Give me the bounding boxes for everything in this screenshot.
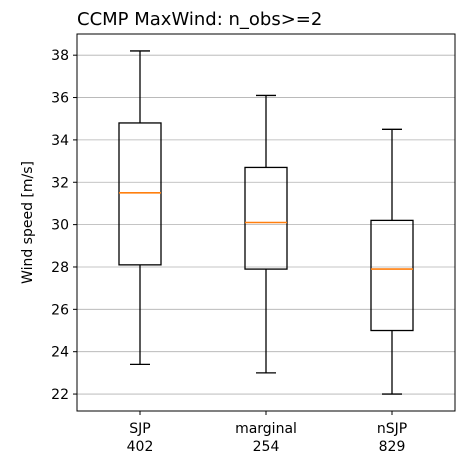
x-tick-count: 402 xyxy=(127,439,154,455)
x-tick-count: 254 xyxy=(253,439,280,455)
y-tick-label: 36 xyxy=(51,91,69,107)
y-tick-label: 38 xyxy=(51,48,69,64)
axis-ticks: 22 24 26 28 30 32 34 36 38 SJP 402 marginal 254 nSJP 8… xyxy=(51,48,407,455)
plot-frame xyxy=(76,33,456,412)
box-SJP xyxy=(118,50,162,366)
x-tick-label: marginal xyxy=(235,421,297,437)
iqr-box xyxy=(244,166,288,270)
y-tick-label: 26 xyxy=(51,302,69,318)
x-tick-label: SJP xyxy=(129,421,150,437)
box-nSJP xyxy=(370,128,414,395)
y-tick-label: 32 xyxy=(51,175,69,191)
y-axis-label: Wind speed [m/s] xyxy=(20,161,36,284)
y-tick-label: 34 xyxy=(51,133,69,149)
chart-title: CCMP MaxWind: n_obs>=2 xyxy=(77,9,322,30)
x-tick-count: 829 xyxy=(379,439,406,455)
y-tick-label: 24 xyxy=(51,345,69,361)
iqr-box xyxy=(370,219,414,332)
y-tick-label: 30 xyxy=(51,218,69,234)
boxes xyxy=(118,50,414,395)
y-tick-label: 22 xyxy=(51,387,69,403)
box-marginal xyxy=(244,94,288,374)
y-tick-label: 28 xyxy=(51,260,69,276)
x-tick-label: nSJP xyxy=(377,421,407,437)
iqr-box xyxy=(118,122,162,266)
